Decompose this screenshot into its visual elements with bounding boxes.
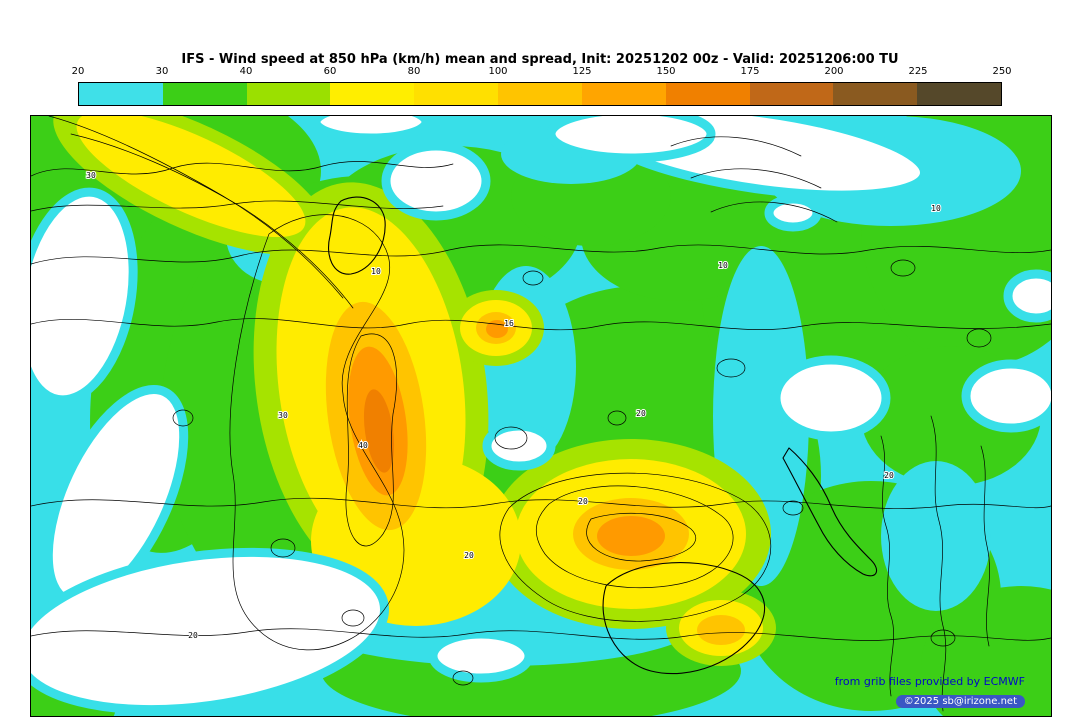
contour-label: 20	[578, 497, 588, 506]
colorbar-tick-label: 225	[908, 66, 928, 77]
colorbar-segment	[330, 83, 415, 105]
contour-label: 10	[718, 261, 728, 270]
contour-label: 20	[188, 631, 198, 640]
colorbar-segment	[498, 83, 582, 105]
colorbar-segment	[414, 83, 499, 105]
colorbar-tick-label: 125	[572, 66, 592, 77]
map-frame: 30 10 16 20 20 10 20 30 40 20 10 20 from grib files…	[30, 115, 1052, 717]
colorbar-segment	[581, 83, 666, 105]
contour-label: 30	[86, 171, 96, 180]
colorbar-segment	[162, 83, 247, 105]
colorbar-segment	[665, 83, 750, 105]
white-low-layer	[31, 116, 1051, 715]
colorbar-segment	[749, 83, 834, 105]
colorbar-tick-label: 80	[407, 66, 421, 77]
contour-label: 10	[931, 204, 941, 213]
colorbar-bar	[78, 82, 1002, 106]
contour-label: 16	[504, 319, 514, 328]
contour-label: 30	[278, 411, 288, 420]
colorbar-tick-label: 30	[155, 66, 169, 77]
contour-label: 20	[464, 551, 474, 560]
colorbar-tick-label: 100	[488, 66, 508, 77]
colorbar-tick-label: 20	[71, 66, 85, 77]
colorbar-segment	[917, 83, 1001, 105]
page-title: IFS - Wind speed at 850 hPa (km/h) mean …	[181, 52, 899, 67]
contour-label: 40	[358, 441, 368, 450]
colorbar-tick-label: 40	[239, 66, 253, 77]
colorbar-tick-label: 60	[323, 66, 337, 77]
contour-lines	[31, 116, 1051, 712]
coastlines	[328, 196, 878, 675]
credit-ecmwf: from grib files provided by ECMWF	[834, 675, 1025, 688]
colorbar-tick-label: 150	[656, 66, 676, 77]
contour-label: 20	[636, 409, 646, 418]
contour-label: 10	[371, 267, 381, 276]
contour-label: 20	[884, 471, 894, 480]
colorbar-tick-label: 175	[740, 66, 760, 77]
wind-field-map: 30 10 16 20 20 10 20 30 40 20 10 20	[31, 116, 1051, 716]
colorbar-tick-label: 200	[824, 66, 844, 77]
colorbar-segment	[79, 83, 163, 105]
credit-copyright: ©2025 sb@irizone.net	[895, 695, 1025, 708]
deep-orange-core	[363, 389, 395, 473]
contour-label-layer: 30 10 16 20 20 10 20 30 40 20 10 20	[85, 170, 942, 641]
colorbar-ticks: 20 30 40 60 80 100 125 150 175 200 225 250	[72, 66, 1012, 80]
colorbar-segment	[833, 83, 918, 105]
colorbar-segment	[246, 83, 331, 105]
colorbar-tick-label: 250	[992, 66, 1012, 77]
